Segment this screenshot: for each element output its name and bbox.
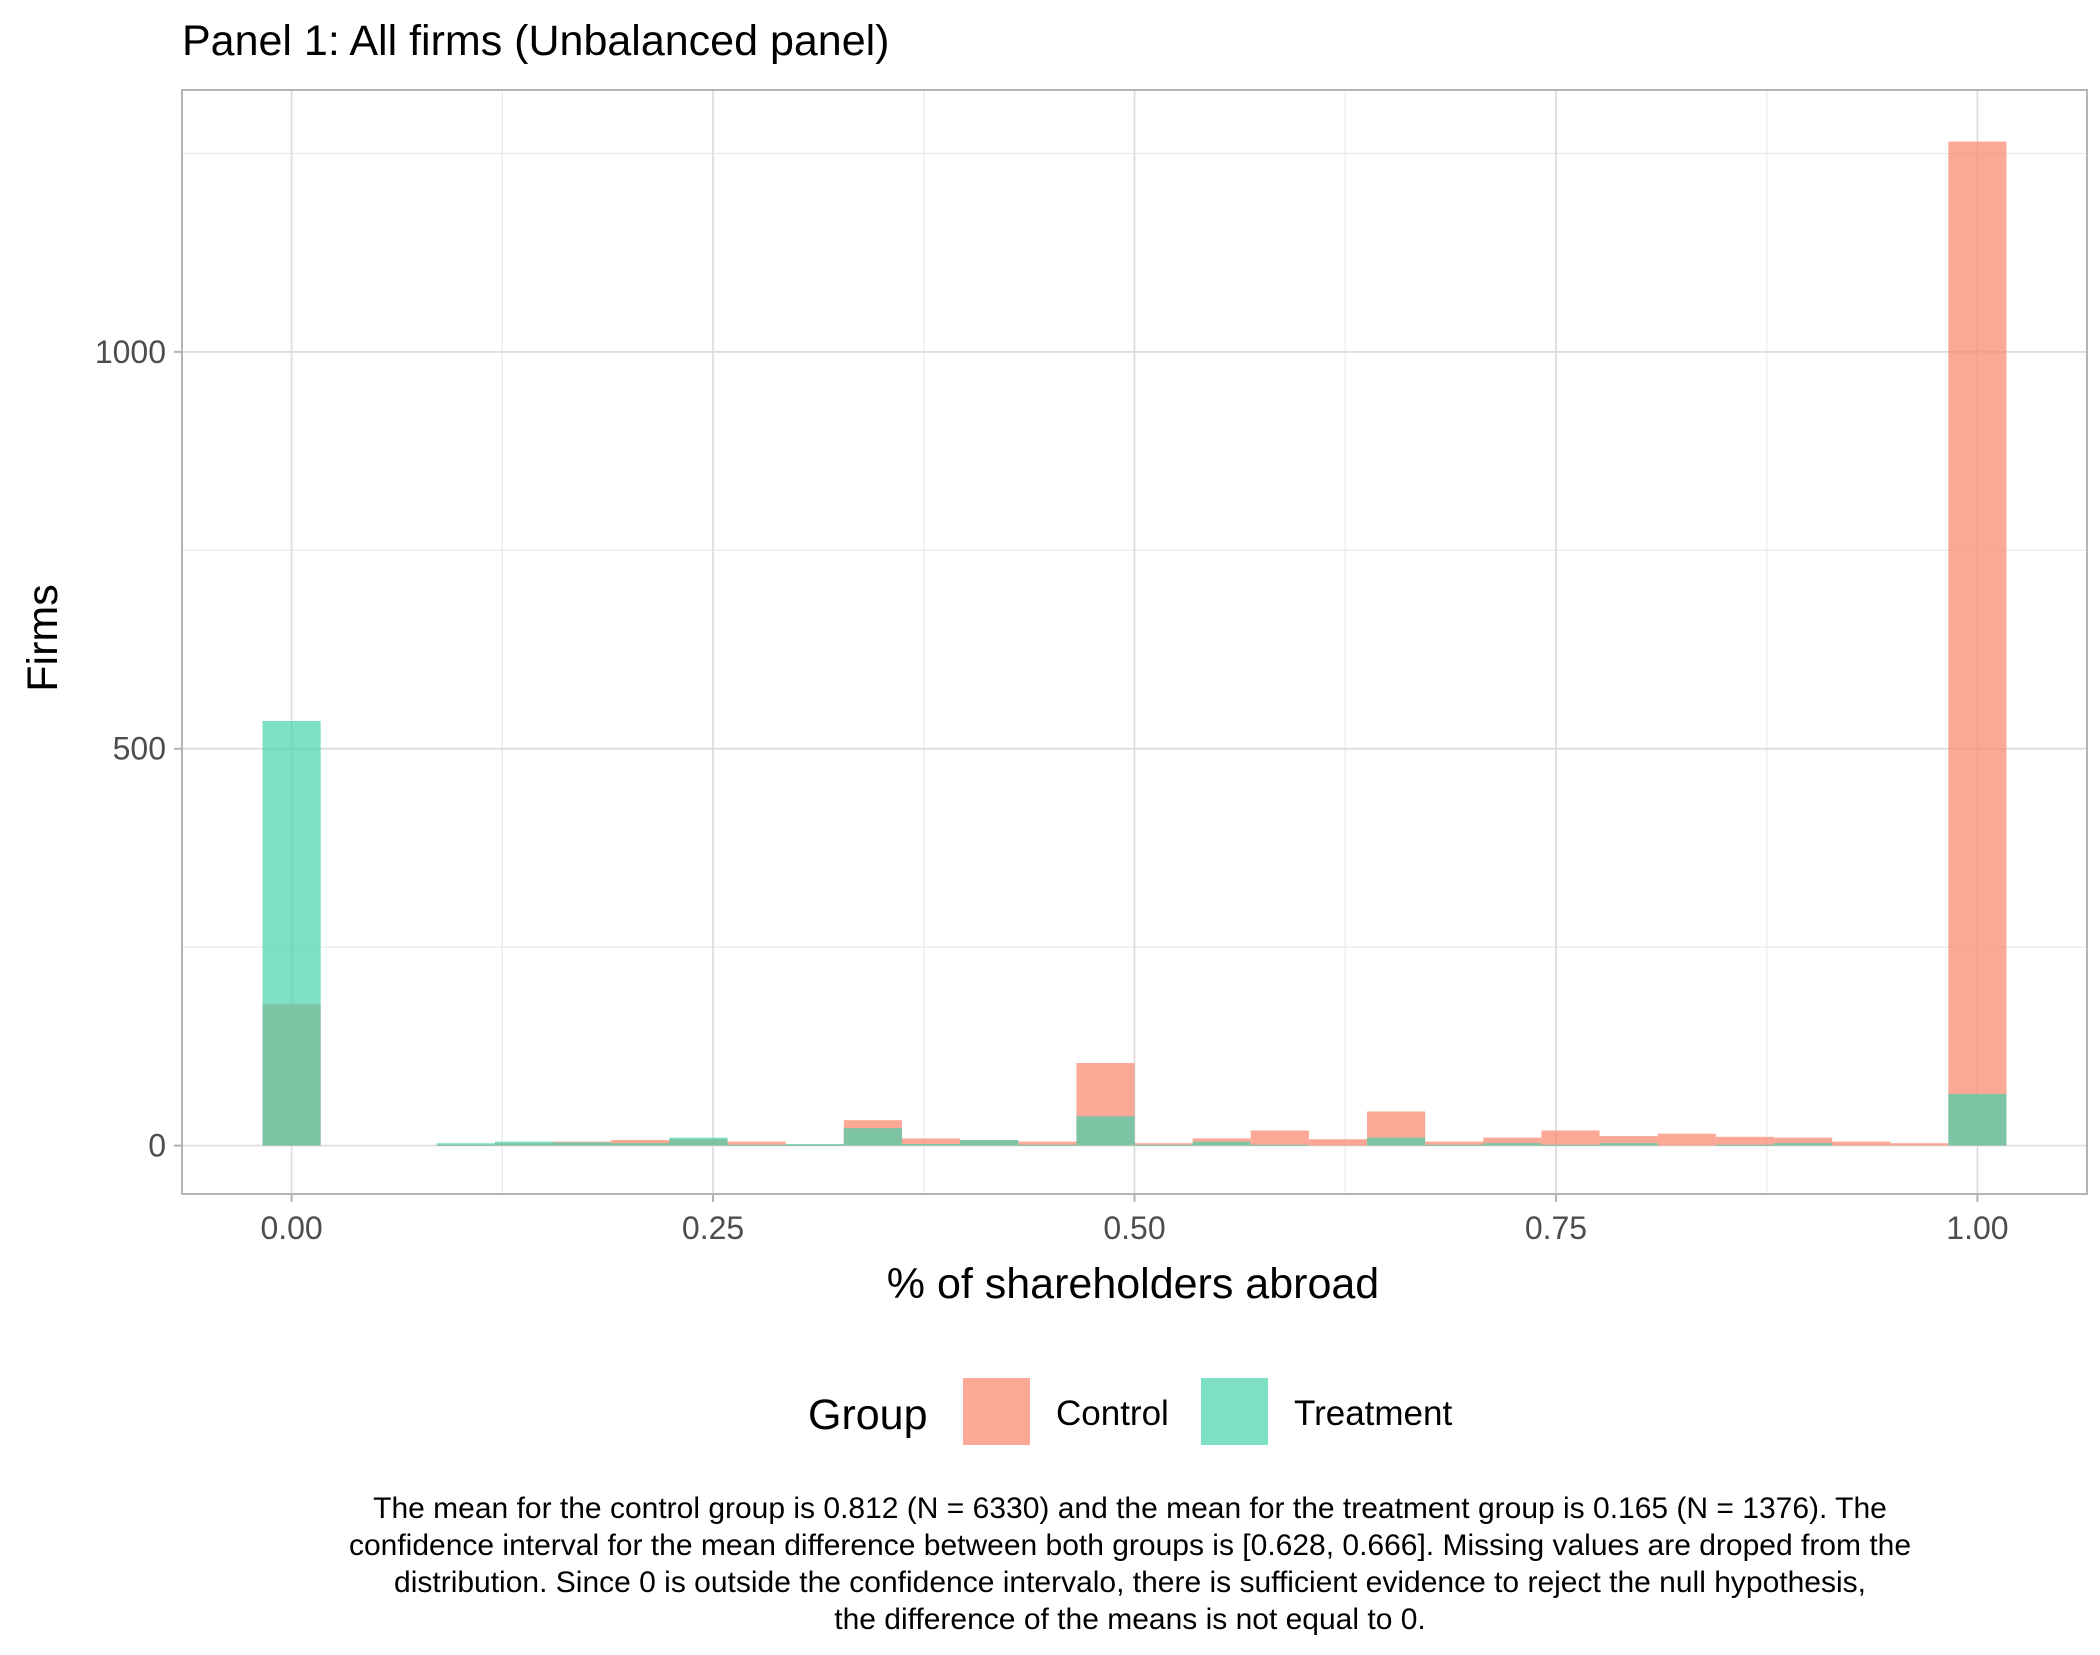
bar-treatment xyxy=(1367,1137,1426,1146)
bar-treatment xyxy=(1715,1144,1775,1146)
bar-control xyxy=(1774,1137,1833,1146)
bar-treatment xyxy=(262,720,321,1146)
bar-treatment xyxy=(1599,1143,1658,1146)
bar-treatment xyxy=(553,1142,612,1146)
y-axis-title: Firms xyxy=(19,584,67,691)
y-tick-label: 500 xyxy=(113,731,166,767)
bar-control xyxy=(1250,1130,1309,1146)
x-tick-label: 0.75 xyxy=(1525,1210,1587,1246)
x-tick-label: 0.25 xyxy=(682,1210,744,1246)
bar-control xyxy=(1832,1141,1891,1146)
bar-treatment xyxy=(901,1143,961,1146)
bar-treatment xyxy=(843,1128,902,1146)
bar-control xyxy=(727,1141,786,1146)
bar-treatment xyxy=(1774,1143,1833,1146)
bar-control xyxy=(1018,1141,1077,1146)
bar-treatment xyxy=(1018,1144,1077,1146)
legend-label-treatment: Treatment xyxy=(1294,1394,1452,1433)
bar-treatment xyxy=(1134,1144,1193,1146)
bar-treatment xyxy=(785,1143,844,1146)
legend-label-control: Control xyxy=(1056,1394,1169,1433)
legend-title: Group xyxy=(808,1391,928,1439)
bar-control xyxy=(1890,1143,1949,1146)
caption-line: the difference of the means is not equal… xyxy=(834,1603,1426,1636)
caption-line: The mean for the control group is 0.812 … xyxy=(373,1492,1887,1525)
bar-control xyxy=(1425,1141,1484,1146)
x-axis-title: % of shareholders abroad xyxy=(887,1260,1379,1308)
caption-line: distribution. Since 0 is outside the con… xyxy=(394,1566,1866,1599)
bar-control xyxy=(1541,1130,1600,1146)
bar-control xyxy=(1948,141,2007,1146)
legend-key-treatment xyxy=(1201,1378,1268,1445)
legend-key-control xyxy=(963,1378,1030,1445)
x-tick-label: 0.50 xyxy=(1103,1210,1165,1246)
bar-control xyxy=(611,1140,670,1146)
x-tick-label: 0.00 xyxy=(260,1210,322,1246)
series-treatment xyxy=(262,720,2007,1146)
bar-control xyxy=(1657,1133,1716,1146)
bars xyxy=(262,141,2007,1146)
bar-control xyxy=(1308,1139,1368,1146)
bar-treatment xyxy=(494,1141,554,1146)
bar-treatment xyxy=(436,1143,495,1146)
x-tick-label: 1.00 xyxy=(1946,1210,2008,1246)
bar-treatment xyxy=(1250,1144,1309,1146)
bar-treatment xyxy=(611,1143,670,1146)
bar-treatment xyxy=(1076,1116,1135,1146)
bar-treatment xyxy=(1948,1093,2007,1146)
bar-treatment xyxy=(960,1140,1019,1146)
axis-ticks: 0.00 0.25 0.50 0.75 1.00 0 500 1000 xyxy=(95,334,2009,1246)
chart-title: Panel 1: All firms (Unbalanced panel) xyxy=(182,17,889,65)
y-tick-label: 1000 xyxy=(95,334,166,370)
bar-control xyxy=(1134,1143,1193,1146)
bar-treatment xyxy=(1192,1141,1251,1146)
grid xyxy=(182,90,2087,1194)
bar-control xyxy=(1483,1137,1542,1146)
caption-line: confidence interval for the mean differe… xyxy=(348,1529,1912,1562)
bar-treatment xyxy=(1425,1144,1484,1146)
bar-control xyxy=(901,1138,961,1146)
bar-treatment xyxy=(1483,1143,1542,1146)
bar-control xyxy=(1599,1136,1658,1146)
y-tick-label: 0 xyxy=(148,1128,166,1164)
legend: Group Control Treatment xyxy=(808,1378,1452,1445)
bar-treatment xyxy=(727,1144,786,1146)
bar-control xyxy=(1715,1136,1775,1146)
bar-treatment xyxy=(669,1137,728,1146)
caption: The mean for the control group is 0.812 … xyxy=(150,1490,2100,1638)
bar-treatment xyxy=(1541,1144,1600,1146)
